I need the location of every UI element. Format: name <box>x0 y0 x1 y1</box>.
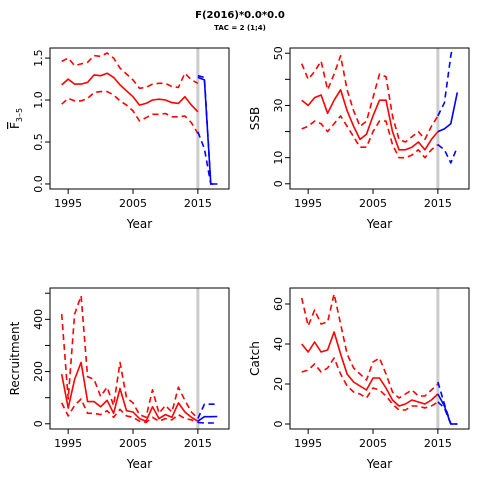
f-series-projection-dashed-4 <box>197 74 218 185</box>
ssb-series-projection-dashed-4 <box>437 48 454 117</box>
f-series-projection-dashed-5 <box>197 131 218 185</box>
catch-x-axis-label: Year <box>366 457 392 471</box>
panel-ssb-chart: 1995 2005 2015 0 10 30 50 Year SSB <box>248 46 470 231</box>
panel-recruitment-chart: 1995 2005 2015 0 200 400 Year Recruitment <box>8 287 230 471</box>
recruitment-xtick-label: 2015 <box>184 437 212 450</box>
f-plot-area <box>61 52 218 185</box>
recruitment-ytick-label: 200 <box>32 361 45 382</box>
f-xtick-label: 2015 <box>184 197 212 210</box>
ssb-series-historic-dashed-2 <box>301 115 439 159</box>
ssb-ytick-label: 30 <box>272 98 285 112</box>
f-series-historic-solid-0 <box>61 72 199 113</box>
ssb-series-projection-dashed-5 <box>437 143 459 164</box>
catch-series-projection-dashed-4 <box>437 381 458 425</box>
ssb-ytick-label: 50 <box>272 46 285 60</box>
catch-xtick-label: 1995 <box>294 437 322 450</box>
ssb-series-projection-solid-3 <box>437 92 459 133</box>
catch-ytick-label: 0 <box>272 421 285 428</box>
catch-xtick-label: 2005 <box>359 437 387 450</box>
ssb-y-axis-label: SSB <box>248 107 262 130</box>
f-plot-frame <box>49 47 230 190</box>
recruitment-x-axis-label: Year <box>126 457 152 471</box>
recruitment-xtick-label: 2005 <box>119 437 147 450</box>
recruitment-plot-frame <box>49 287 230 430</box>
f-xtick-label: 1995 <box>54 197 82 210</box>
recruitment-series-projection-dashed-4 <box>197 403 218 419</box>
f-ytick-label: 1.0 <box>32 91 45 109</box>
ssb-xtick-label: 1995 <box>294 197 322 210</box>
catch-series-historic-solid-0 <box>301 331 439 407</box>
f-xtick-label: 2005 <box>119 197 147 210</box>
recruitment-series-historic-dashed-2 <box>60 398 199 424</box>
ssb-plot-area <box>300 48 459 164</box>
f-ytick-label: 1.5 <box>32 49 45 66</box>
catch-xtick-label: 2015 <box>424 437 452 450</box>
f-y-axis-label: F3–5 <box>8 108 24 129</box>
f-ytick-label: 0.5 <box>32 133 45 151</box>
ssb-x-axis-label: Year <box>366 217 392 231</box>
catch-series-projection-dashed-5 <box>437 401 458 425</box>
catch-ytick-label: 40 <box>272 337 285 351</box>
ssb-series-historic-solid-0 <box>301 89 439 151</box>
catch-plot-frame <box>289 287 470 430</box>
f-y-axis-label-subscript: 3–5 <box>15 108 24 122</box>
recruitment-plot-area <box>60 294 218 424</box>
recruitment-ytick-label: 400 <box>32 309 45 330</box>
f-ytick-label: 0.0 <box>32 175 45 193</box>
catch-ytick-label: 60 <box>272 297 285 311</box>
panel-f-chart: 1995 2005 2015 0.0 0.5 1.0 1.5 Year F3–5 <box>8 47 230 231</box>
f-x-axis-label: Year <box>126 217 152 231</box>
catch-series-projection-solid-3 <box>437 393 458 425</box>
catch-series-historic-dashed-1 <box>300 293 439 399</box>
catch-plot-area <box>300 293 458 425</box>
recruitment-xtick-label: 1995 <box>54 437 82 450</box>
ssb-xtick-label: 2005 <box>359 197 387 210</box>
figure-title: F(2016)*0.0*0.0 <box>195 10 285 21</box>
ssb-ytick-label: 0 <box>272 180 285 187</box>
recruitment-series-projection-solid-3 <box>197 415 218 422</box>
recruitment-y-axis-label: Recruitment <box>8 321 22 395</box>
recruitment-series-historic-solid-0 <box>60 361 199 422</box>
catch-series-historic-dashed-2 <box>301 357 439 411</box>
ssb-ytick-label: 10 <box>272 151 285 165</box>
panel-catch-chart: 1995 2005 2015 0 20 40 60 Year Catch <box>248 287 470 471</box>
catch-y-axis-label: Catch <box>248 341 262 376</box>
recruitment-series-projection-dashed-5 <box>197 421 218 424</box>
f-y-axis-label-main: F <box>8 122 22 129</box>
recruitment-series-historic-dashed-1 <box>60 294 199 420</box>
figure-subtitle: TAC = 2 (1;4) <box>214 24 266 32</box>
recruitment-ytick-label: 0 <box>32 420 45 427</box>
ssb-plot-frame <box>289 47 470 190</box>
catch-ytick-label: 20 <box>272 377 285 391</box>
ssb-xtick-label: 2015 <box>424 197 452 210</box>
f-series-historic-dashed-2 <box>61 90 199 135</box>
ssb-series-historic-dashed-1 <box>300 54 439 143</box>
